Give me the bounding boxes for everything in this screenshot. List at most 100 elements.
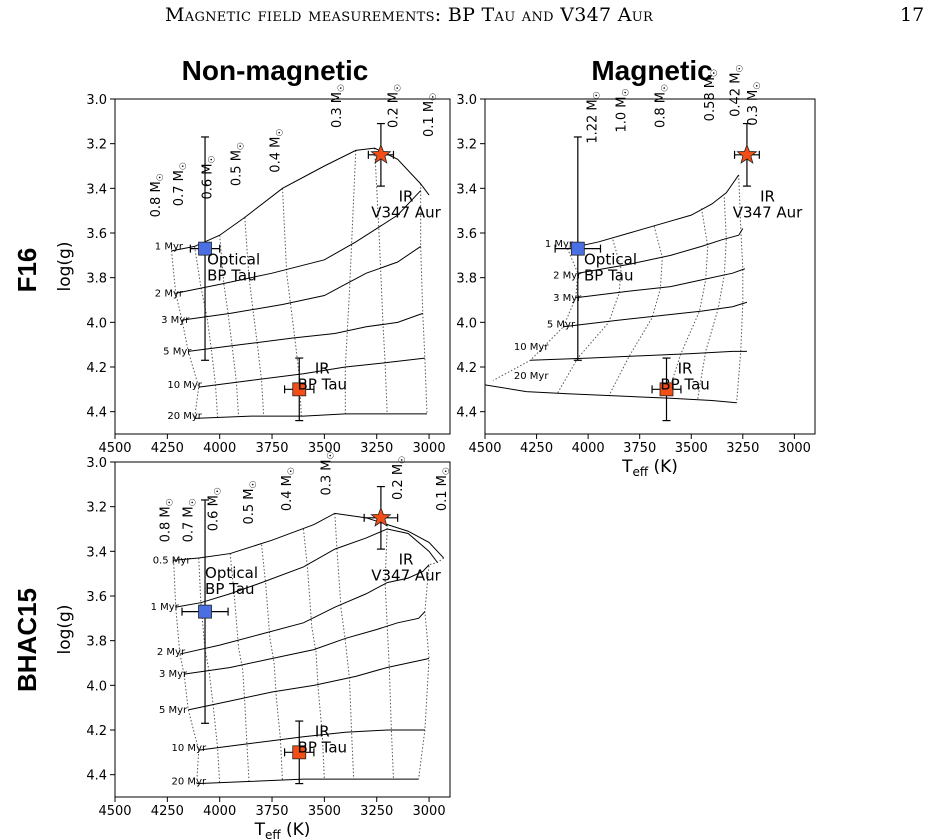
y-tick-label: 3.4 [86, 182, 107, 197]
isochrone-label: 1 Myr [545, 239, 574, 250]
mass-track-line [344, 150, 357, 414]
y-tick-label: 3.2 [86, 501, 107, 516]
data-point-star [370, 506, 392, 527]
x-tick-label: 3250 [726, 441, 759, 456]
mass-track-line [374, 148, 388, 414]
data-point-label: Optical [205, 564, 258, 582]
data-point-label: IR [399, 188, 414, 206]
mass-track-label: 0.8 M☉ [653, 84, 670, 128]
isochrone-line [567, 174, 740, 250]
x-axis-label: Teff (K) [254, 820, 311, 840]
isochrone-label: 5 Myr [547, 320, 576, 331]
isochrone-label: 5 Myr [163, 346, 192, 357]
y-tick-label: 4.0 [456, 316, 477, 331]
mass-track-line [244, 217, 265, 417]
mass-track-label: 0.5 M☉ [230, 142, 247, 186]
mass-track-label: 0.2 M☉ [391, 456, 408, 500]
y-tick-label: 3.8 [86, 272, 107, 287]
chart-panel-2: 0.8 M☉ 0.7 M☉ 0.6 M☉ 0.5 M☉ 0.4 M☉ 0.3 M☉ 0.2 … [55, 451, 452, 840]
y-tick-label: 4.4 [86, 769, 107, 784]
x-tick-label: 4000 [203, 441, 236, 456]
chart-panel-1: 1.22 M☉1.0 M☉ 0.8 M☉ 0.58 M☉ 0.42 M☉0.3 M☉1… [456, 64, 816, 479]
isochrone-line [173, 512, 445, 561]
data-point-label: IR [315, 360, 330, 378]
isochrone-line [198, 357, 425, 388]
y-tick-label: 3.8 [456, 272, 477, 287]
mass-track-label: 1.22 M☉ [585, 91, 602, 143]
y-tick-label: 4.4 [86, 406, 107, 421]
mass-track-label: 0.3 M☉ [746, 82, 763, 126]
data-point-square [570, 241, 585, 256]
y-tick-label: 3.6 [86, 227, 107, 242]
y-tick-label: 4.4 [456, 406, 477, 421]
chart-panel-0: 0.8 M☉ 0.7 M☉ 0.6 M☉ 0.5 M☉ 0.4 M☉ 0.3 M☉ 0.2 … [55, 84, 451, 456]
mass-track-line [302, 528, 325, 780]
plot-frame [114, 461, 451, 798]
mass-track-line [171, 250, 200, 419]
column-title-non-magnetic: Non-magnetic [182, 55, 369, 86]
x-tick-label: 4500 [98, 441, 131, 456]
isochrone-line [175, 190, 422, 294]
mass-track-label: 0.4 M☉ [268, 129, 285, 173]
isochrone-label: 2 Myr [155, 288, 184, 299]
data-point-label: BP Tau [298, 739, 347, 757]
data-point-label: IR [315, 723, 330, 741]
isochrone-label: 3 Myr [159, 669, 188, 680]
isochrone-label: 5 Myr [159, 705, 188, 716]
x-tick-label: 4000 [572, 441, 605, 456]
x-tick-label: 4250 [151, 804, 184, 819]
mass-track-line [696, 197, 727, 401]
isochrone-label: 0.5 Myr [153, 555, 192, 566]
mass-track-line [194, 246, 219, 419]
y-tick-label: 4.0 [86, 316, 107, 331]
isochrone-line [188, 312, 423, 352]
x-tick-label: 3500 [308, 804, 341, 819]
mass-track-line [334, 513, 355, 780]
data-point-star [736, 143, 758, 164]
y-axis-label: log(g) [55, 605, 75, 655]
data-point-label: Optical [207, 250, 260, 268]
mass-track-line [219, 235, 240, 417]
data-point-label: V347 Aur [371, 204, 441, 222]
y-tick-label: 4.2 [86, 724, 107, 739]
isochrone-label: 3 Myr [161, 315, 190, 326]
mass-track-line [418, 557, 445, 780]
isochrone-line [188, 658, 430, 711]
y-tick-label: 3.6 [86, 590, 107, 605]
row-label-bhac15: BHAC15 [12, 588, 42, 692]
isochrone-line [196, 778, 419, 785]
isochrone-label: 20 Myr [514, 371, 549, 382]
data-point-label: V347 Aur [733, 204, 803, 222]
data-point-square [659, 382, 674, 397]
isochrone-label: 20 Myr [172, 776, 207, 787]
x-tick-label: 3750 [255, 804, 288, 819]
x-tick-label: 4500 [98, 804, 131, 819]
x-tick-label: 3750 [623, 441, 656, 456]
mass-track-label: 0.3 M☉ [320, 451, 337, 495]
mass-track-label: 1.0 M☉ [614, 88, 631, 132]
x-tick-label: 4250 [151, 441, 184, 456]
y-tick-label: 3.4 [86, 545, 107, 560]
mass-track-label: 0.7 M☉ [172, 162, 189, 206]
mass-track-line [282, 188, 302, 417]
data-point-label: BP Tau [584, 266, 633, 284]
row-label-f16: F16 [12, 248, 42, 293]
isochrone-line [184, 611, 426, 675]
data-point-label: IR [399, 551, 414, 569]
isochrone-label: 10 Myr [514, 342, 549, 353]
x-tick-label: 3000 [778, 441, 811, 456]
y-tick-label: 3.0 [86, 456, 107, 471]
isochrone-label: 1 Myr [151, 602, 180, 613]
data-point-label: V347 Aur [371, 567, 441, 585]
mass-track-label: 0.4 M☉ [280, 467, 297, 511]
isochrone-line [198, 729, 425, 751]
isochrone-line [171, 147, 430, 252]
x-tick-label: 3250 [360, 804, 393, 819]
y-tick-label: 4.0 [86, 679, 107, 694]
x-tick-label: 3750 [255, 441, 288, 456]
data-point-square [198, 604, 212, 619]
isochrone-line [575, 268, 746, 299]
isochrone-line [179, 564, 430, 655]
isochrone-label: 1 Myr [155, 241, 184, 252]
